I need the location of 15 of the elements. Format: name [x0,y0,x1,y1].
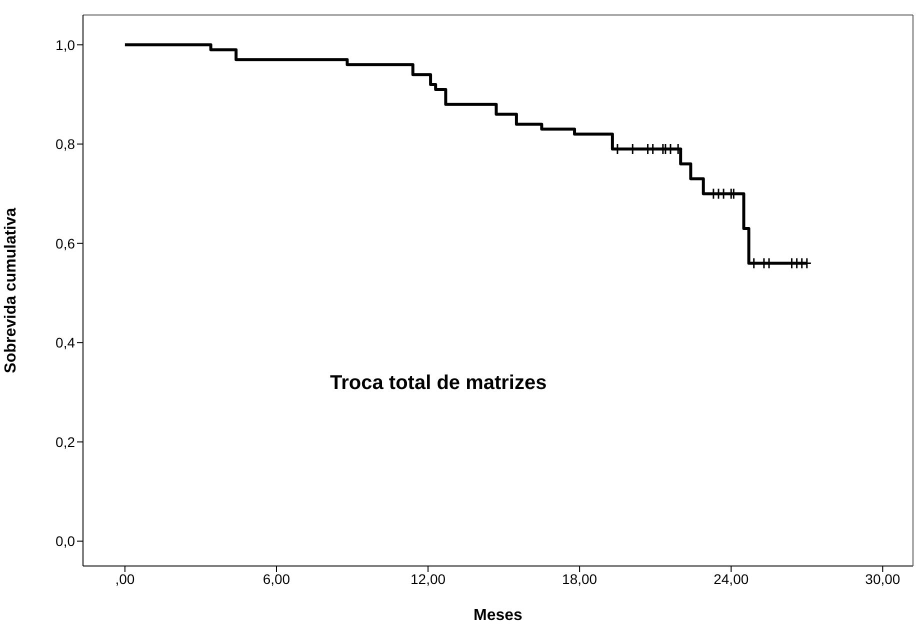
x-axis-title: Meses [474,607,523,624]
y-tick-label: 0,0 [56,533,76,550]
x-tick-label: 24,00 [714,570,749,587]
y-axis-title: Sobrevida cumulativa [2,208,20,374]
x-tick-label: ,00 [115,570,135,587]
y-tick-label: 0,4 [56,334,76,351]
y-tick-label: 1,0 [56,36,76,53]
x-tick-label: 18,00 [562,570,598,587]
x-tick-label: 6,00 [262,570,290,587]
y-tick-label: 0,2 [56,434,76,450]
annotation: Troca total de matrizes [330,372,547,395]
y-tick-label: 0,6 [56,235,76,252]
x-tick-label: 30,00 [865,570,900,587]
x-tick-label: 12,00 [410,570,446,587]
y-tick-label: 0,8 [56,136,76,152]
